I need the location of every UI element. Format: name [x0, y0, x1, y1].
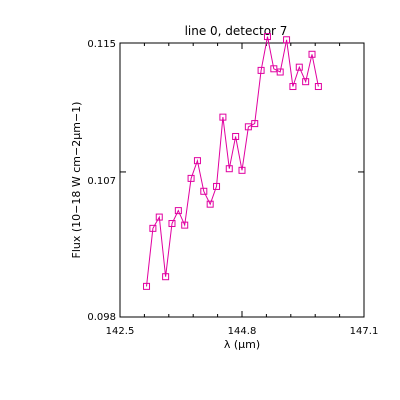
y-axis-title: Flux (10−18 W cm−2μm−1): [70, 102, 83, 259]
chart-title: line 0, detector 7: [185, 24, 288, 38]
plot-frame: [119, 42, 365, 318]
plot-area: [119, 42, 365, 318]
data-point-23: [289, 83, 297, 91]
data-point-18: [257, 66, 265, 74]
data-point-22: [283, 36, 291, 44]
series-line-0: [146, 36, 319, 287]
x-tick-label-1: 144.8: [228, 326, 257, 337]
data-point-5: [174, 207, 182, 215]
series-layer: [143, 33, 322, 290]
y-tick-label-2: 0.115: [87, 39, 116, 50]
data-point-10: [206, 200, 214, 208]
x-tick-label-2: 147.1: [350, 326, 379, 337]
data-point-1: [149, 224, 157, 232]
x-axis-title: λ (μm): [224, 338, 260, 351]
y-axis-tick-labels: 0.098 0.107 0.115: [87, 39, 116, 323]
x-axis-tick-labels: 142.5 144.8 147.1: [106, 326, 379, 337]
data-point-24: [295, 63, 303, 71]
data-point-12: [219, 113, 227, 121]
data-point-2: [155, 213, 163, 221]
data-point-25: [302, 78, 310, 86]
data-point-4: [168, 220, 176, 228]
data-point-9: [200, 187, 208, 195]
data-point-13: [225, 165, 233, 173]
data-point-17: [251, 120, 259, 128]
data-point-19: [263, 33, 271, 41]
data-point-6: [181, 221, 189, 229]
data-point-8: [193, 157, 201, 165]
y-tick-label-1: 0.107: [87, 176, 116, 187]
data-point-14: [232, 132, 240, 140]
data-point-7: [187, 174, 195, 182]
data-point-0: [143, 282, 151, 290]
data-point-27: [314, 83, 322, 91]
data-point-3: [162, 273, 170, 281]
data-point-21: [276, 68, 284, 76]
data-point-11: [213, 182, 221, 190]
y-tick-label-0: 0.098: [87, 312, 116, 323]
y-axis-ticks: [120, 42, 364, 318]
x-axis-ticks: [119, 43, 365, 317]
x-tick-label-0: 142.5: [106, 326, 135, 337]
data-point-26: [308, 50, 316, 58]
data-point-15: [238, 166, 246, 174]
